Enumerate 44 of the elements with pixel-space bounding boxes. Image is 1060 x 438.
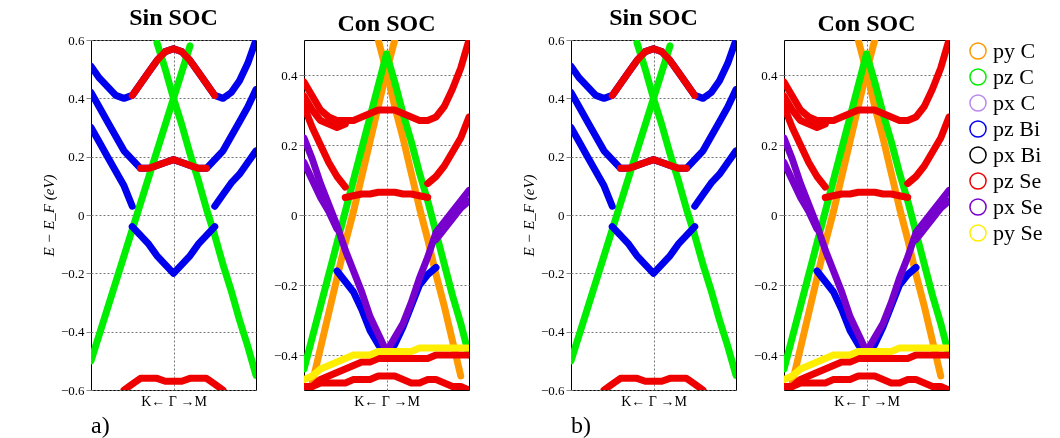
y-tick-label: 0 — [558, 207, 565, 223]
y-tick-label: 0.6 — [548, 32, 565, 48]
y-axis-title: E − E_F (eV) — [520, 174, 538, 258]
y-tick-label: 0.2 — [761, 137, 778, 153]
y-tick-label: −0.6 — [60, 382, 85, 398]
y-tick-label: −0.4 — [60, 324, 85, 340]
legend-label: px Se — [993, 194, 1043, 219]
y-tick-label: −0.2 — [273, 277, 298, 293]
y-tick-label: 0.4 — [68, 90, 85, 106]
y-tick-label: 0.2 — [68, 149, 85, 165]
y-tick-label: 0 — [291, 207, 298, 223]
y-tick-label: −0.2 — [540, 265, 565, 281]
y-tick-label: −0.4 — [753, 347, 778, 363]
legend-label: px Bi — [993, 142, 1042, 167]
text: a) — [91, 412, 110, 438]
y-tick-label: −0.4 — [540, 324, 565, 340]
x-axis-title: K← Γ →M — [354, 393, 421, 409]
legend-label: py C — [993, 38, 1036, 63]
y-tick-label: −0.6 — [540, 382, 565, 398]
chart-title: Con SOC — [337, 10, 436, 36]
legend-label: pz Se — [993, 168, 1042, 193]
legend-label: px C — [993, 90, 1036, 115]
y-tick-label: 0 — [771, 207, 778, 223]
text: b) — [571, 412, 591, 438]
y-tick-label: 0.4 — [548, 90, 565, 106]
chart-title: Sin SOC — [609, 4, 698, 30]
y-tick-label: 0.2 — [548, 149, 565, 165]
y-tick-label: −0.4 — [273, 347, 298, 363]
y-tick-label: 0.2 — [281, 137, 298, 153]
chart-title: Con SOC — [817, 10, 916, 36]
x-axis-title: K← Γ →M — [141, 393, 208, 409]
legend-label: pz Bi — [993, 116, 1041, 141]
y-tick-label: 0.6 — [68, 32, 85, 48]
y-tick-label: 0.4 — [281, 67, 298, 83]
y-tick-label: −0.2 — [60, 265, 85, 281]
chart-title: Sin SOC — [129, 4, 218, 30]
legend-label: py Se — [993, 220, 1043, 245]
y-tick-label: 0.4 — [761, 67, 778, 83]
y-tick-label: −0.2 — [753, 277, 778, 293]
y-tick-label: 0 — [78, 207, 85, 223]
legend-label: pz C — [993, 64, 1034, 89]
y-axis-title: E − E_F (eV) — [40, 174, 58, 258]
x-axis-title: K← Γ →M — [621, 393, 688, 409]
x-axis-title: K← Γ →M — [834, 393, 901, 409]
